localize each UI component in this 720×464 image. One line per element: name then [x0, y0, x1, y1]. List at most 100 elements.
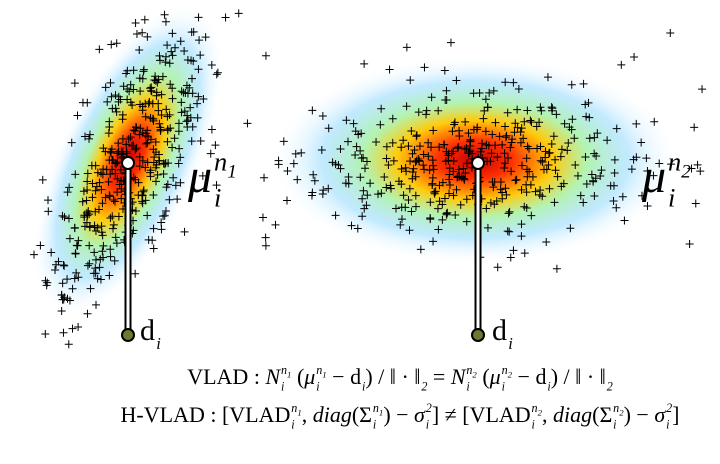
plus-marker	[165, 195, 174, 204]
plus-marker	[450, 120, 459, 129]
plus-marker	[685, 239, 694, 248]
plus-marker	[139, 67, 148, 76]
plus-marker	[655, 159, 664, 168]
plus-marker	[107, 40, 116, 49]
plus-marker	[171, 43, 180, 52]
plus-marker	[279, 137, 288, 146]
plus-marker	[138, 106, 147, 115]
plus-marker	[566, 224, 575, 233]
plus-marker	[550, 198, 559, 207]
plus-marker	[466, 137, 475, 146]
plus-marker	[407, 127, 416, 136]
math-token: i	[281, 380, 284, 394]
plus-marker	[490, 177, 499, 186]
plus-marker	[88, 179, 97, 188]
plus-marker	[552, 110, 561, 119]
plus-marker	[136, 124, 145, 133]
plus-marker	[64, 214, 73, 223]
math-token: n	[613, 401, 619, 415]
plus-marker	[59, 328, 68, 337]
plus-marker	[501, 184, 510, 193]
plus-marker	[135, 162, 144, 171]
plus-marker	[74, 273, 83, 282]
plus-marker	[498, 140, 507, 149]
plus-marker	[426, 198, 435, 207]
plus-marker	[64, 340, 73, 349]
plus-marker	[308, 106, 317, 115]
plus-marker	[187, 137, 196, 146]
plus-marker	[101, 83, 110, 92]
math-token: 1	[322, 369, 326, 379]
plus-marker	[117, 194, 126, 203]
plus-marker	[388, 138, 397, 147]
plus-marker	[362, 157, 371, 166]
math-token: (	[291, 364, 304, 389]
plus-marker	[261, 51, 270, 60]
plus-marker	[411, 202, 420, 211]
plus-marker	[591, 174, 600, 183]
plus-marker	[610, 169, 619, 178]
plus-marker	[85, 259, 94, 268]
plus-marker	[44, 196, 53, 205]
plus-marker	[593, 129, 602, 138]
plus-marker	[376, 120, 385, 129]
plus-marker	[95, 45, 104, 54]
plus-marker	[331, 211, 340, 220]
plus-marker	[526, 116, 535, 125]
plus-marker	[123, 95, 132, 104]
plus-marker	[360, 59, 369, 68]
plus-marker	[361, 164, 370, 173]
plus-marker	[382, 142, 391, 151]
plus-marker	[82, 208, 91, 217]
plus-marker	[501, 78, 510, 87]
plus-marker	[549, 132, 558, 141]
plus-marker	[374, 190, 383, 199]
plus-marker	[357, 129, 366, 138]
plus-marker	[212, 181, 221, 190]
plus-marker	[693, 160, 702, 169]
plus-marker	[107, 145, 116, 154]
plus-marker	[118, 110, 127, 119]
plus-marker	[106, 245, 115, 254]
plus-marker	[455, 131, 464, 140]
plus-marker	[396, 220, 405, 229]
plus-marker	[363, 191, 372, 200]
math-token: i	[502, 380, 505, 394]
plus-marker	[261, 241, 270, 250]
plus-marker	[166, 80, 175, 89]
plus-marker	[65, 234, 74, 243]
plus-marker	[173, 195, 182, 204]
plus-marker	[149, 158, 158, 167]
plus-marker	[359, 153, 368, 162]
plus-marker	[212, 70, 221, 79]
plus-marker	[429, 161, 438, 170]
plus-marker	[397, 164, 406, 173]
plus-marker	[138, 191, 147, 200]
plus-marker	[41, 276, 50, 285]
plus-marker	[319, 186, 328, 195]
plus-marker	[88, 193, 97, 202]
plus-marker	[351, 127, 360, 136]
plus-marker	[38, 175, 47, 184]
plus-marker	[68, 324, 77, 333]
plus-marker	[154, 106, 163, 115]
plus-marker	[105, 192, 114, 201]
plus-marker	[532, 122, 541, 131]
plus-marker	[509, 78, 518, 87]
math-token: n	[316, 363, 322, 377]
plus-marker	[352, 142, 361, 151]
plus-marker	[85, 134, 94, 143]
plus-marker	[344, 173, 353, 182]
plus-marker	[517, 185, 526, 194]
plus-marker	[58, 211, 67, 220]
plus-marker	[629, 155, 638, 164]
plus-marker	[408, 174, 417, 183]
plus-marker	[109, 196, 118, 205]
math-token: i	[426, 418, 429, 432]
plus-marker	[58, 279, 67, 288]
plus-marker	[154, 156, 163, 165]
plus-marker	[650, 117, 659, 126]
plus-marker	[461, 169, 470, 178]
plus-marker	[78, 197, 87, 206]
